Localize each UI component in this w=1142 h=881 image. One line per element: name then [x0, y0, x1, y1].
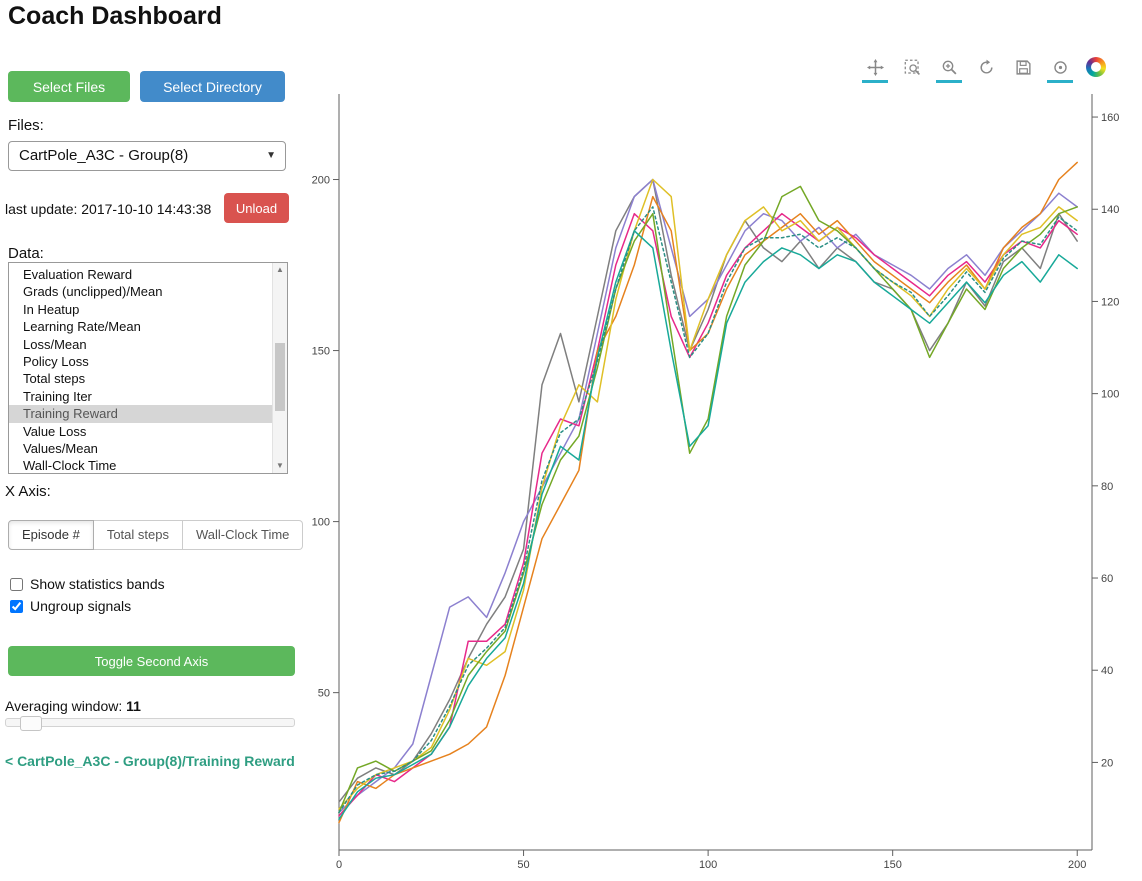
box-zoom-icon[interactable] [901, 54, 923, 80]
show-statistics-bands-label: Show statistics bands [30, 576, 165, 592]
data-list: Evaluation Reward Grads (unclipped)/Mean… [9, 266, 287, 474]
hover-icon[interactable] [1047, 54, 1073, 83]
scrollbar-thumb[interactable] [275, 343, 285, 411]
slider-handle[interactable] [20, 716, 42, 731]
x-axis-label: X Axis: [5, 483, 51, 500]
series-line-signal-3 [338, 212, 1078, 817]
select-files-button[interactable]: Select Files [8, 71, 130, 102]
ungroup-signals-label: Ungroup signals [30, 598, 132, 614]
ungroup-signals-checkbox[interactable] [10, 599, 23, 613]
pan-icon[interactable] [862, 54, 888, 83]
averaging-window-label: Averaging window: [5, 698, 123, 714]
series-line-signal-8 [338, 206, 1078, 814]
data-list-item[interactable]: Values/Mean [23, 440, 98, 456]
y-right-tick-label: 80 [1101, 481, 1113, 493]
x-axis-option-total-steps[interactable]: Total steps [93, 520, 183, 550]
y-left-tick-label: 100 [312, 517, 330, 529]
select-directory-button[interactable]: Select Directory [140, 71, 285, 102]
y-right-tick-label: 120 [1101, 296, 1119, 308]
y-right-tick-label: 60 [1101, 573, 1113, 585]
file-select[interactable]: CartPole_A3C - Group(8) ▼ [8, 141, 286, 171]
series-line-signal-2 [338, 178, 1078, 814]
y-right-tick-label: 100 [1101, 389, 1119, 401]
page-title: Coach Dashboard [8, 2, 222, 30]
y-right-tick-label: 40 [1101, 665, 1113, 677]
y-right-tick-label: 20 [1101, 757, 1113, 769]
x-tick-label: 50 [517, 859, 529, 871]
bokeh-toolbar [862, 54, 1106, 83]
y-left-tick-label: 150 [312, 346, 330, 358]
y-left-tick-label: 50 [318, 688, 330, 700]
y-right-tick-label: 160 [1101, 112, 1119, 124]
x-axis-selector: Episode # Total steps Wall-Clock Time [8, 520, 304, 550]
scroll-down-icon[interactable]: ▼ [276, 461, 284, 470]
averaging-window-row: Averaging window: 11 [5, 698, 141, 714]
x-axis-option-wall-clock[interactable]: Wall-Clock Time [182, 520, 304, 550]
x-tick-label: 100 [699, 859, 717, 871]
show-statistics-bands-row: Show statistics bands [10, 576, 165, 592]
last-update-text: last update: 2017-10-10 14:43:38 [5, 201, 212, 217]
show-statistics-bands-checkbox[interactable] [10, 577, 23, 591]
averaging-window-value: 11 [126, 698, 141, 714]
data-list-item[interactable]: Policy Loss [23, 353, 89, 369]
unload-button[interactable]: Unload [224, 193, 289, 223]
y-left-tick-label: 200 [312, 175, 330, 187]
data-list-item[interactable]: Evaluation Reward [23, 267, 133, 282]
data-list-item[interactable]: In Heatup [23, 301, 80, 317]
series-line-signal-6 [338, 185, 1078, 814]
data-list-item[interactable]: Learning Rate/Mean [23, 319, 141, 335]
data-list-item[interactable]: Total steps [23, 371, 86, 387]
x-tick-label: 0 [336, 859, 342, 871]
x-tick-label: 150 [883, 859, 901, 871]
data-label: Data: [8, 245, 44, 262]
series-line-signal-7 [338, 230, 1078, 820]
series-line-signal-5 [338, 178, 1078, 810]
scroll-up-icon[interactable]: ▲ [276, 265, 284, 274]
x-tick-label: 200 [1068, 859, 1086, 871]
ungroup-signals-row: Ungroup signals [10, 598, 131, 614]
reset-icon[interactable] [975, 54, 997, 80]
data-list-item[interactable]: Loss/Mean [23, 336, 87, 352]
breadcrumb[interactable]: < CartPole_A3C - Group(8)/Training Rewar… [5, 753, 295, 769]
files-label: Files: [8, 117, 44, 134]
data-list-item[interactable]: Value Loss [23, 423, 87, 439]
y-right-tick-label: 140 [1101, 204, 1119, 216]
bokeh-logo[interactable] [1086, 57, 1106, 77]
list-scrollbar[interactable]: ▲ ▼ [272, 263, 287, 473]
data-list-item[interactable]: Wall-Clock Time [23, 458, 117, 474]
data-listbox: Evaluation Reward Grads (unclipped)/Mean… [8, 262, 288, 474]
plot-panel: 0 50 100 150 200 50 100 150 200 20 40 60 80 100 120 140… [306, 46, 1136, 878]
chevron-down-icon: ▼ [266, 150, 276, 161]
file-select-value: CartPole_A3C - Group(8) [19, 147, 189, 164]
x-axis-option-episode[interactable]: Episode # [8, 520, 94, 550]
averaging-window-slider[interactable] [5, 716, 295, 731]
data-list-item[interactable]: Grads (unclipped)/Mean [23, 284, 163, 300]
data-list-item[interactable]: Training Iter [23, 388, 92, 404]
toggle-second-axis-button[interactable]: Toggle Second Axis [8, 646, 295, 676]
wheel-zoom-icon[interactable] [936, 54, 962, 83]
training-reward-chart[interactable]: 0 50 100 150 200 50 100 150 200 20 40 60 80 100 120 140… [306, 90, 1136, 876]
data-list-item[interactable]: Training Reward [9, 405, 287, 423]
save-icon[interactable] [1012, 54, 1034, 80]
